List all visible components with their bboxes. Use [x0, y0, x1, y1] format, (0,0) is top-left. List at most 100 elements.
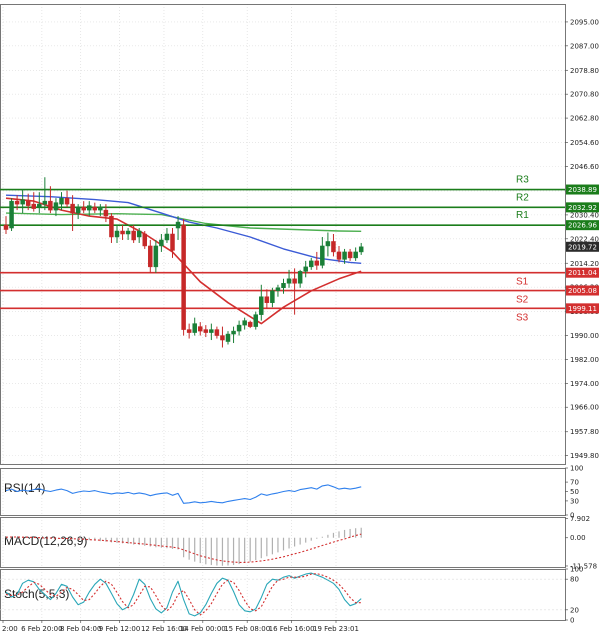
candle-bear [198, 326, 203, 332]
candle-bear [109, 215, 114, 238]
rsi-tick-label: 50 [570, 488, 579, 496]
price-tick-label: 2030.40 [570, 211, 599, 219]
panel-frame [0, 517, 566, 568]
ma-fast-line [5, 197, 362, 325]
candle-bull [37, 203, 42, 208]
candle-bull [231, 330, 236, 335]
level-badge-s2 [566, 285, 599, 296]
main-grid [0, 4, 565, 620]
price-tick-label: 1974.00 [570, 380, 599, 388]
candle-bear [148, 245, 153, 268]
candle-bull [286, 278, 292, 284]
candle-bear [292, 278, 297, 284]
candle-bear [220, 335, 225, 341]
level-name-r3: R3 [516, 175, 529, 186]
time-tick-label: 8 Feb 04:00 [60, 625, 101, 633]
candle-bear [264, 296, 270, 303]
rsi-tick-label: 100 [570, 465, 583, 473]
candle-bull [320, 245, 325, 266]
level-badge-text: 2038.89 [568, 186, 597, 194]
candle-bear [203, 329, 209, 333]
price-axis: 2095.00 2087.00 2078.80 2070.80 2062.80 2054.… [565, 18, 599, 460]
candle-bull [236, 324, 242, 332]
time-axis: 2:00 6 Feb 20:008 Feb 04:009 Feb 12:00 12 … [2, 620, 359, 633]
time-tick-label: 19 Feb 23:01 [313, 625, 359, 633]
macd-label: MACD(12,26,9) [4, 534, 87, 548]
candle-bull [87, 205, 92, 211]
candle-bull [209, 329, 214, 333]
candle-bull [192, 323, 197, 333]
stoch-k-line [5, 572, 362, 617]
candle-bear [70, 203, 75, 214]
candle-bull [242, 320, 247, 326]
candle-bear [247, 321, 253, 327]
price-tick-label: 1990.00 [570, 332, 599, 340]
price-tick-label: 2087.00 [570, 42, 599, 50]
candle-bull [75, 206, 81, 214]
level-name-r1: R1 [516, 210, 529, 221]
candle-bull [136, 230, 142, 238]
panel-frame [0, 569, 566, 621]
candle-bear [214, 329, 220, 336]
price-tick-label: 1966.00 [570, 404, 599, 412]
price-tick-label: 2078.80 [570, 67, 599, 75]
time-tick-label: 12 Feb 16:00 [141, 625, 187, 633]
candle-bull [9, 200, 14, 229]
candle-bear [14, 200, 20, 205]
candle-bull [275, 287, 281, 292]
stoch-tick-label: 20 [570, 606, 579, 614]
stoch-label: Stoch(5,5,3) [4, 587, 69, 601]
level-name-r2: R2 [516, 192, 529, 203]
candle-bull [281, 283, 286, 289]
candle-bear [331, 241, 336, 253]
candle-bull [164, 233, 170, 241]
candle-bear [347, 251, 353, 259]
stoch-tick-label: 0 [570, 617, 574, 625]
level-badge-text: 2026.96 [568, 222, 597, 230]
rsi-label: RSI(14) [4, 481, 45, 495]
candle-bull [353, 251, 358, 259]
candle-bull [259, 296, 264, 315]
time-tick-label: 14 Feb 00:00 [180, 625, 226, 633]
price-badges: 2038.89 2032.92 2026.96 2011.04 2005.08 1999.… [566, 184, 599, 314]
candle-bear [64, 197, 70, 205]
rsi-tick-label: 0 [570, 512, 574, 520]
candle-bull [358, 246, 364, 253]
candle-bull [159, 239, 164, 247]
price-tick-label: 1957.80 [570, 428, 599, 436]
price-tick-label: 2070.80 [570, 91, 599, 99]
candle-bear [31, 203, 36, 209]
price-tick-label: 1949.80 [570, 452, 599, 460]
candle-bull [153, 245, 159, 268]
candle-bull [253, 314, 258, 327]
price-tick-label: 2054.60 [570, 139, 599, 147]
level-badge-text: 1999.11 [568, 305, 597, 313]
candle-bull [342, 251, 347, 260]
level-badge-s1 [566, 267, 599, 278]
level-badge-r3 [566, 184, 599, 195]
candle-bear [3, 224, 9, 230]
candle-bear [336, 251, 342, 260]
rsi-tick-label: 30 [570, 497, 579, 505]
price-tick-label: 2014.20 [570, 260, 599, 268]
candle-bear [92, 206, 98, 211]
candle-bull [42, 200, 48, 205]
current-price-text: 2019.72 [568, 243, 597, 251]
macd-tick-label: 7.902 [570, 515, 590, 523]
candle-bull [303, 266, 308, 272]
panel-frame [0, 4, 566, 465]
level-name-s1: S1 [516, 277, 529, 288]
current-price-badge [566, 241, 599, 252]
level-badge-r2 [566, 202, 599, 213]
rsi-tick-label: 70 [570, 479, 579, 487]
level-badge-text: 2032.92 [568, 204, 597, 212]
candle-bull [225, 333, 231, 342]
candle-bull [309, 260, 314, 268]
candle-bull [114, 230, 120, 238]
price-tick-label: 2046.60 [570, 163, 599, 171]
level-badge-s3 [566, 303, 599, 314]
time-tick-label: 15 Feb 08:00 [224, 625, 270, 633]
level-badge-text: 2011.04 [568, 269, 597, 277]
